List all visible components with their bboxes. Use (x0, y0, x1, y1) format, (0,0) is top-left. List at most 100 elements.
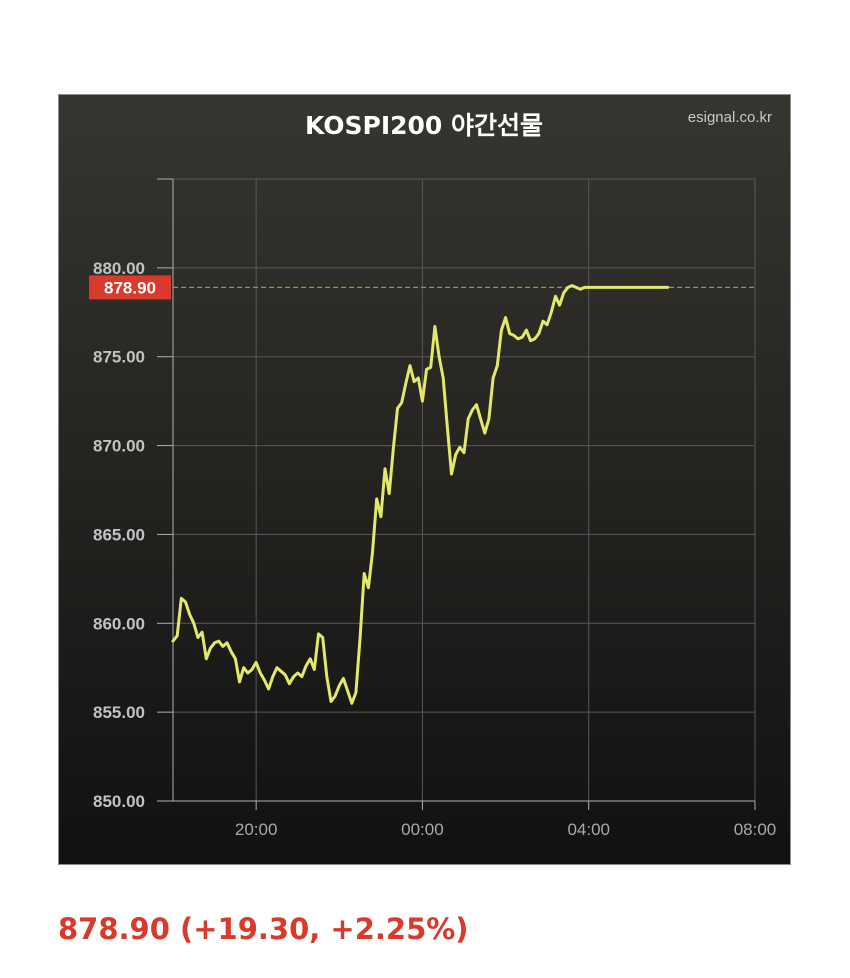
data-point (401, 402, 402, 404)
data-point (505, 317, 506, 318)
data-point (413, 381, 415, 382)
data-point (230, 651, 232, 653)
data-point (422, 400, 423, 402)
data-point (451, 473, 452, 475)
data-point (538, 333, 540, 334)
data-point (629, 287, 631, 288)
data-point (309, 658, 311, 660)
data-point (384, 468, 386, 470)
data-point (513, 335, 515, 336)
data-point (193, 622, 195, 624)
data-point (442, 377, 444, 379)
data-point (388, 493, 390, 494)
data-point (654, 287, 656, 288)
data-point (659, 287, 660, 288)
data-point (176, 635, 178, 637)
data-point (326, 676, 328, 677)
data-point (509, 333, 511, 334)
data-point (596, 287, 598, 288)
data-point (667, 287, 669, 288)
data-point (297, 672, 299, 674)
data-point (247, 672, 249, 674)
y-tick-label: 855.00 (93, 703, 145, 722)
data-point (172, 640, 174, 642)
data-point (210, 647, 211, 649)
data-point (318, 633, 319, 635)
data-point (434, 326, 436, 327)
data-point (575, 287, 577, 288)
data-point (322, 637, 324, 638)
data-point (280, 670, 282, 672)
chart-background (58, 94, 791, 865)
price-change-quote: 878.90 (+19.30, +2.25%) (58, 912, 469, 946)
data-point (492, 377, 494, 379)
data-point (255, 662, 257, 663)
data-point (604, 287, 606, 288)
data-point (542, 320, 544, 322)
data-point (426, 368, 427, 370)
data-point (650, 287, 652, 288)
data-point (496, 365, 498, 366)
y-tick-label: 875.00 (93, 348, 145, 367)
data-point (189, 614, 191, 615)
data-point (642, 287, 644, 288)
y-tick-label: 870.00 (93, 437, 145, 456)
data-point (476, 404, 477, 406)
y-tick-label: 865.00 (93, 525, 145, 544)
data-point (467, 418, 469, 420)
x-axis-ticks: 20:00 00:00 04:00 08:00 (235, 820, 776, 839)
chart-source: esignal.co.kr (688, 109, 772, 126)
data-point (559, 304, 560, 306)
data-point (243, 667, 245, 669)
data-point (313, 669, 315, 670)
data-point (351, 702, 353, 704)
data-point (600, 287, 602, 288)
data-point (205, 658, 207, 660)
data-point (484, 432, 486, 434)
data-point (235, 658, 236, 660)
data-point (363, 573, 365, 574)
data-point (347, 690, 348, 692)
data-point (463, 452, 465, 454)
data-point (646, 287, 648, 288)
series-line (171, 284, 670, 705)
data-point (289, 683, 290, 685)
y-tick-label: 850.00 (93, 792, 145, 811)
data-point (259, 672, 261, 674)
data-point (397, 407, 398, 409)
data-point (592, 287, 594, 288)
data-point (272, 676, 274, 677)
data-point (580, 288, 581, 290)
data-point (555, 295, 556, 297)
data-point (634, 287, 635, 288)
y-tick-label: 860.00 (93, 614, 145, 633)
x-tick-label: 08:00 (734, 820, 777, 839)
data-point (609, 287, 610, 288)
data-point (584, 287, 585, 288)
x-tick-label: 04:00 (567, 820, 610, 839)
data-point (368, 587, 369, 589)
data-point (251, 669, 253, 670)
data-point (226, 642, 228, 644)
data-point (438, 356, 440, 358)
data-point (392, 448, 394, 450)
data-point (613, 287, 615, 288)
data-point (563, 292, 565, 294)
data-point (663, 287, 664, 288)
data-point (526, 329, 527, 331)
data-point (546, 324, 548, 326)
data-point (201, 631, 203, 633)
data-point (430, 367, 432, 368)
data-point (517, 338, 519, 340)
data-point (571, 285, 573, 286)
series-points (172, 285, 669, 704)
data-point (372, 551, 373, 553)
data-point (264, 679, 265, 681)
data-point (180, 598, 182, 599)
data-point (218, 640, 220, 642)
price-chart: KOSPI200 야간선물 esignal.co.kr 850.00 855.00… (58, 94, 791, 865)
y-tick-label: 880.00 (93, 259, 145, 278)
data-point (197, 637, 199, 638)
data-point (405, 383, 407, 384)
data-point (471, 409, 473, 411)
